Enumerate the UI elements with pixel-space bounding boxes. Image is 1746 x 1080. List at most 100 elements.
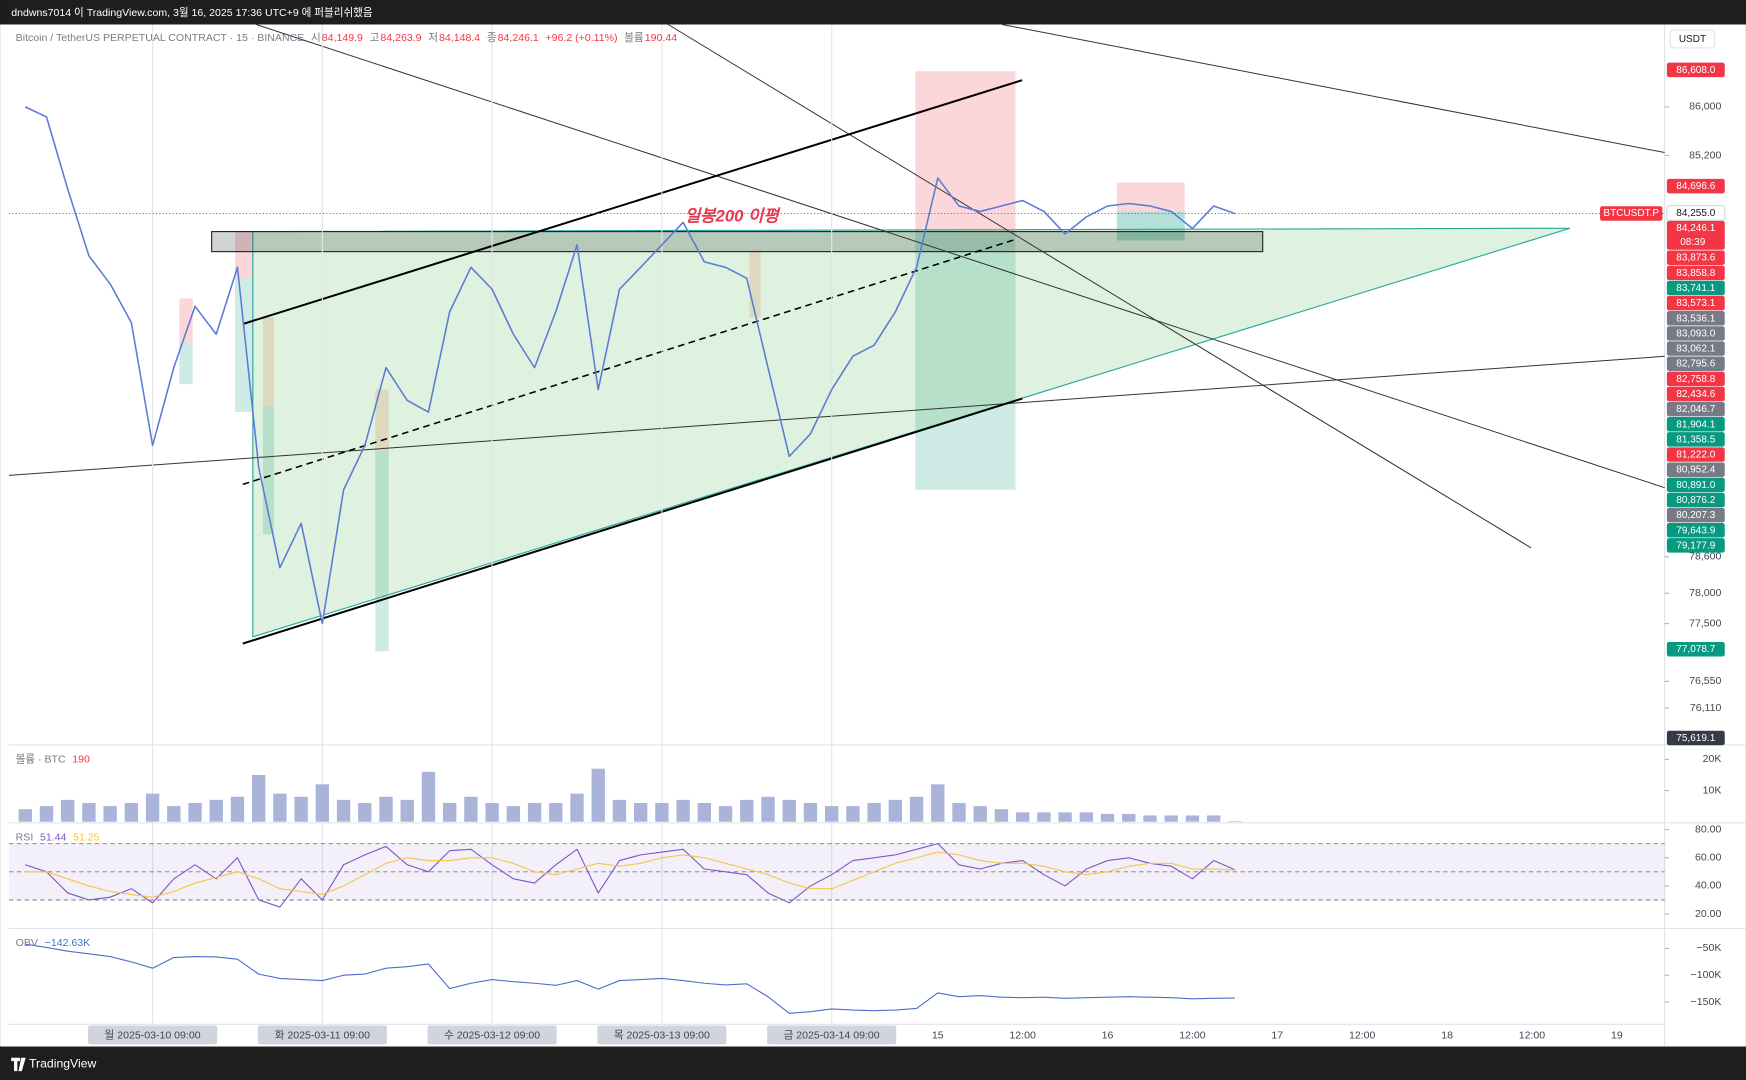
price-badge [1666,178,1725,194]
y-tick-label: 76,110 [1690,702,1722,714]
volume-bar [18,809,32,822]
volume-bar [506,806,521,822]
price-badge-label: 86,608.0 [1676,65,1715,76]
volume-bar [294,796,308,822]
price-badge [1666,371,1725,387]
x-tick-label: 19 [1611,1029,1623,1041]
series-line [25,943,1235,1014]
legend-item: 51.44 [40,831,67,843]
y-tick-label: 77,500 [1689,617,1721,629]
x-tick-label: 16 [1102,1029,1114,1041]
price-badge-label: 77,078.7 [1676,644,1715,655]
price-badge-label: 81,222.0 [1676,450,1715,461]
pane-legend: 볼륨 · BTC 190 [16,753,90,765]
volume-bar [782,799,796,822]
volume-bar [1164,815,1178,822]
price-badge [1666,250,1725,265]
volume-bar [1185,815,1200,822]
time-label-bg [257,1025,387,1045]
price-badge-label: 80,891.0 [1676,480,1715,491]
y-tick-label: 20K [1703,753,1722,765]
y-tick-label: 40.00 [1695,880,1722,892]
y-tick-label: 76,550 [1689,675,1721,687]
x-tick-label: 12:00 [1179,1029,1206,1041]
volume-bar [464,796,478,822]
volume-bar [549,802,563,822]
volume-bar [485,802,499,822]
legend-item: −142.63K [45,937,91,949]
x-tick-label: 목 2025-03-13 09:00 [614,1029,710,1041]
volume-bar [39,806,54,822]
volume-bar [124,802,139,822]
price-badge [1666,401,1725,417]
y-tick-label: 85,200 [1689,149,1721,161]
y-tick-label: −100K [1691,969,1722,981]
price-badge [1666,205,1726,221]
x-tick-label: 18 [1441,1029,1453,1041]
y-tick-label: 86,000 [1689,101,1721,113]
x-tick-label: 수 2025-03-12 09:00 [444,1029,540,1041]
price-badge [1666,295,1725,311]
channel-mid [242,238,1016,486]
brand: TradingView [29,1057,96,1071]
countdown: 08:39 [1680,237,1705,248]
price-badge-label: 82,046.7 [1676,404,1715,415]
chart-canvas [0,24,1746,1047]
price-badge-label: 81,358.5 [1676,434,1715,445]
price-badge [1666,492,1725,508]
volume-bar [909,796,924,822]
price-badge [1666,417,1725,432]
y-tick-label: 20.00 [1695,908,1722,920]
volume-bar [740,799,754,822]
position-box [1116,182,1185,212]
volume-bar [761,796,775,822]
volume-bar [803,802,818,822]
time-label-bg [88,1025,218,1045]
x-tick-label: 금 2025-03-14 09:00 [784,1029,880,1041]
pane-legend: OBV −142.63K [16,937,91,949]
position-box [749,250,761,318]
volume-bar [167,806,181,822]
price-badge-label: 75,619.1 [1676,733,1715,744]
legend-item: 84,148.4 [439,32,480,44]
price-badge [1666,386,1725,402]
price-badge [1666,447,1725,462]
time-label-bg [427,1025,557,1045]
legend-item: 시 [311,32,321,44]
position-box [375,389,389,451]
price-badge-label: 83,573.1 [1676,298,1715,309]
position-box [262,406,274,535]
legend-item: 190.44 [645,32,677,44]
legend-item: RSI [16,831,34,843]
logo-mark [11,1057,26,1072]
y-tick-label: 80.00 [1695,823,1722,835]
legend-item: 종 [487,32,497,44]
legend-item: 84,263.9 [380,32,421,44]
price-badge [1666,265,1725,281]
price-badge [1666,477,1725,493]
price-badge-label: 80,876.2 [1676,495,1715,506]
position-box [179,342,193,385]
volume-bar [931,784,945,822]
volume-bar [336,799,351,822]
x-tick-label: 15 [932,1029,944,1041]
volume-bar [676,799,690,822]
y-tick-label: −150K [1691,996,1722,1008]
volume-bar [1122,813,1136,822]
price-badge [1666,462,1725,477]
x-tick-label: 화 2025-03-11 09:00 [275,1029,370,1041]
position-box [262,317,274,407]
price-badge [1666,280,1725,296]
volume-bar [1206,815,1221,822]
volume-bar [1143,815,1157,822]
volume-bar [888,799,903,822]
volume-bar [1015,812,1030,822]
y-tick-label: 78,000 [1689,587,1721,599]
trend-line [256,24,1665,489]
volume-bar [400,799,414,822]
position-box [235,231,253,279]
volume-bar [824,806,839,822]
price-badge [1666,507,1725,523]
x-tick-label: 12:00 [1519,1029,1546,1041]
